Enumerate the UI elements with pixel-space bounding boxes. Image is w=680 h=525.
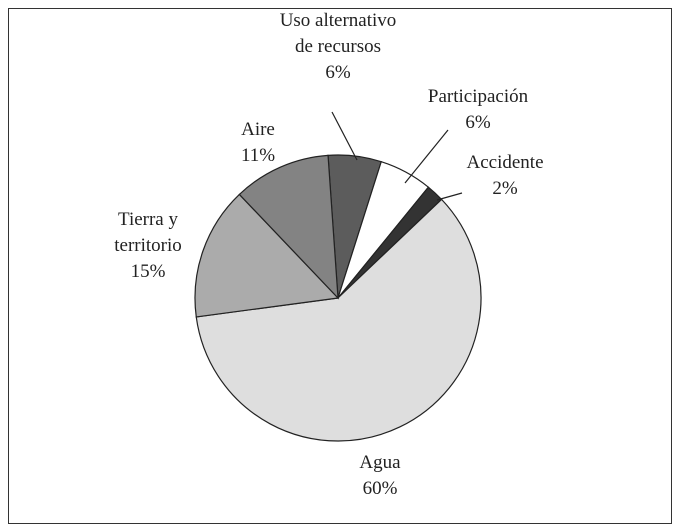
slice-label: Accidente 2% [450, 150, 560, 202]
leader-line [331, 111, 358, 161]
frame [8, 8, 672, 524]
leader-line [404, 129, 449, 184]
slice-label: Participación 6% [403, 84, 553, 136]
slice-label: Tierra y territorio 15% [93, 207, 203, 285]
category-name: Agua [359, 452, 401, 473]
slice-label: Uso alternativo de recursos 6% [273, 8, 403, 86]
slice-label: Aire 11% [218, 117, 298, 169]
pie-slice [238, 154, 339, 300]
value-label: 15% [130, 261, 166, 282]
category-name: Accidente [466, 152, 544, 173]
category-name: Tierra y territorio [114, 209, 182, 256]
value-label: 6% [465, 112, 491, 133]
category-name: Uso alternativo de recursos [279, 10, 397, 57]
pie-slice [195, 198, 482, 442]
value-label: 11% [240, 145, 276, 166]
pie-slice [194, 193, 340, 318]
leader-line [436, 192, 463, 201]
category-name: Participación [427, 86, 529, 107]
category-name: Aire [241, 119, 275, 140]
slice-label: Agua 60% [340, 450, 420, 502]
value-label: 6% [325, 62, 351, 83]
value-label: 2% [492, 178, 518, 199]
value-label: 60% [362, 478, 398, 499]
